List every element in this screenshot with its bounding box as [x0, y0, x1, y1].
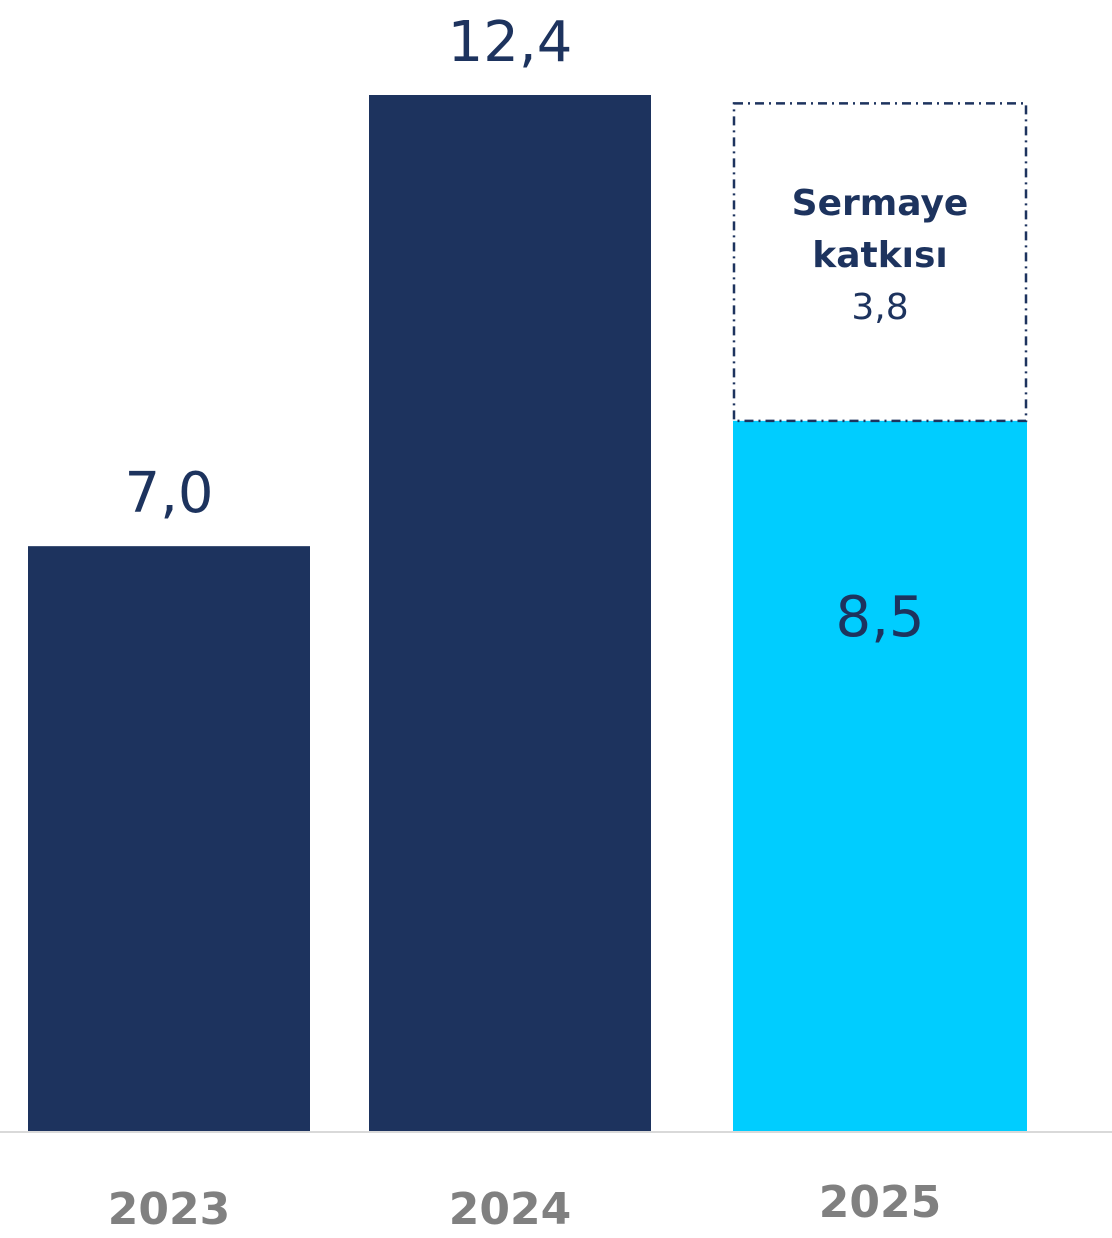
bar-2025 [733, 420, 1027, 1131]
bars-layer [28, 95, 1028, 1131]
capital-contribution-label-line-3: 3,8 [851, 287, 908, 328]
capital-contribution-label-line-1: Sermaye [792, 183, 969, 224]
category-label-2024: 2024 [449, 1184, 571, 1234]
value-label-2025: 8,5 [835, 585, 924, 650]
value-label-2024: 12,4 [448, 10, 573, 75]
labels-layer: 7,0 2023 12,4 2024 8,5 2025 Sermaye katkısı 3,8 [108, 10, 969, 1235]
bar-2024 [369, 95, 651, 1131]
bar-2023 [28, 546, 310, 1131]
value-label-2023: 7,0 [124, 461, 213, 526]
category-label-2023: 2023 [108, 1184, 230, 1234]
capital-contribution-label-line-2: katkısı [812, 235, 948, 276]
category-label-2025: 2025 [819, 1177, 941, 1228]
